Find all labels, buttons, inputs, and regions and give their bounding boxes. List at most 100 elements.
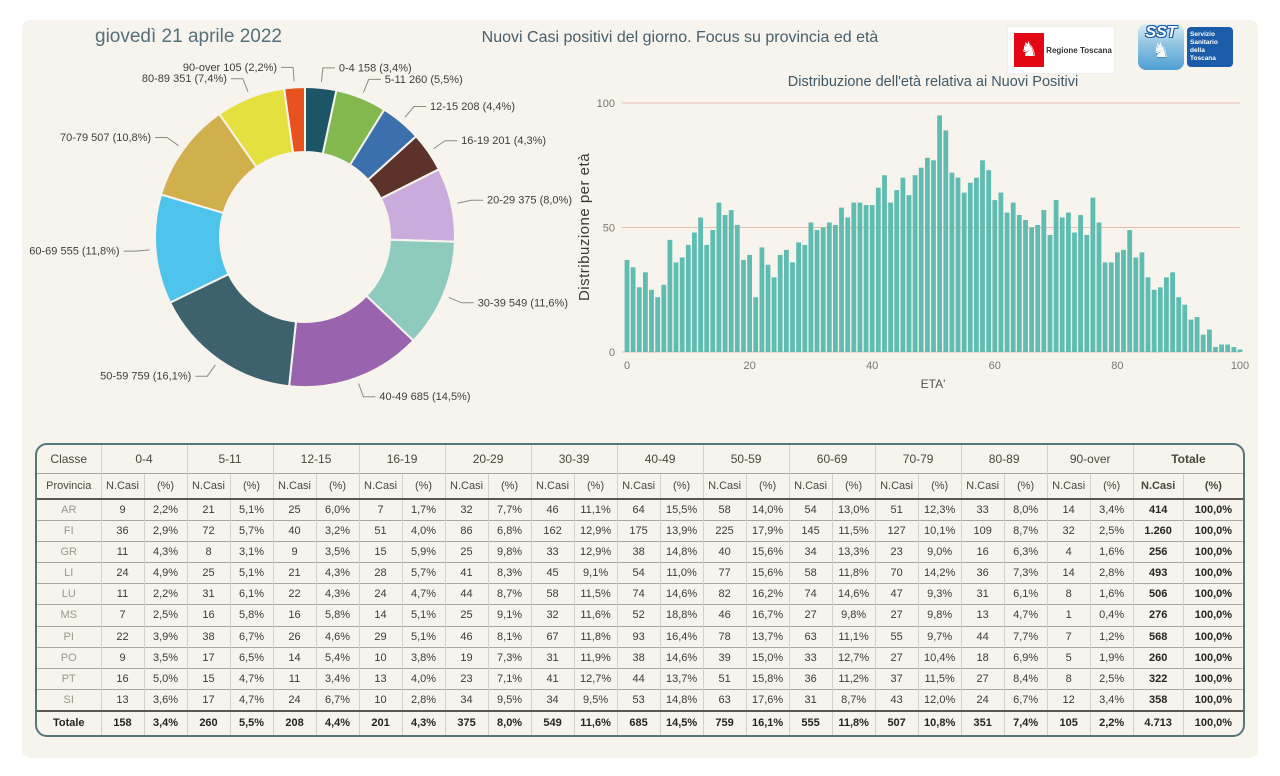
histogram-bar-age-97	[1219, 344, 1224, 352]
histogram-bar-age-38	[857, 202, 863, 352]
col-group-16-19: 16-19	[358, 445, 446, 473]
table-cell: 29	[358, 625, 403, 648]
table-cell: 12	[1046, 689, 1091, 711]
table-cell: 63	[702, 689, 747, 711]
table-cell: 15	[358, 540, 403, 563]
table-cell: 22	[272, 583, 317, 605]
table-cell: 54	[788, 498, 833, 521]
table-cell: 2,2%	[1089, 709, 1134, 735]
col-group-20-29: 20-29	[444, 445, 532, 473]
table-cell: 11,9%	[573, 646, 618, 669]
table-cell: 93	[616, 625, 661, 648]
col-group-90-over: 90-over	[1046, 445, 1134, 473]
table-header: Classe 0-4 5-11 12-15 16-19 20-29 30-39 40-49 50…	[37, 445, 1243, 500]
table-cell: 5,1%	[229, 562, 274, 584]
table-cell: 8,4%	[1003, 667, 1048, 690]
table-cell: 46	[444, 625, 489, 648]
donut-label-line	[448, 296, 474, 304]
donut-slice-label: 16-19 201 (4,3%)	[461, 135, 546, 147]
table-cell: 17,6%	[745, 689, 790, 711]
table-cell: 82	[702, 583, 747, 605]
table-cell: 53	[616, 689, 661, 711]
province-age-table-card: Classe 0-4 5-11 12-15 16-19 20-29 30-39 40-49 50…	[35, 443, 1245, 737]
donut-slice-label: 40-49 685 (14,5%)	[379, 391, 470, 403]
table-cell: 16,7%	[745, 604, 790, 627]
subheader-50-59: (%)	[745, 472, 790, 500]
table-cell: 15	[186, 667, 230, 690]
table-cell: 14,0%	[745, 498, 790, 521]
table-cell: 16	[186, 604, 230, 627]
subheader-60-69: N.Casi	[788, 472, 833, 500]
table-cell: 225	[702, 519, 747, 542]
table-cell: 14,2%	[917, 562, 962, 584]
table-cell: 9,8%	[487, 540, 532, 563]
sst-logo-mark: SST ♞	[1138, 24, 1184, 70]
subheader-0-4: (%)	[143, 472, 187, 500]
subheader-12-15: N.Casi	[272, 472, 317, 500]
subheader-40-49: N.Casi	[616, 472, 661, 500]
table-cell: 64	[616, 498, 661, 521]
table-cell: 208	[272, 709, 317, 735]
table-cell: 549	[530, 709, 575, 735]
histogram-bar-age-53	[949, 172, 955, 352]
histogram-bar-age-64	[1016, 215, 1022, 352]
histogram-bar-age-2	[636, 287, 642, 352]
histogram-bar-age-99	[1231, 347, 1237, 352]
table-cell: 14,6%	[659, 583, 704, 605]
histogram-bar-age-47	[912, 175, 918, 352]
table-cell: 23	[874, 540, 919, 563]
table-cell: 11,6%	[573, 604, 618, 627]
histogram-bar-age-91	[1182, 304, 1188, 352]
table-cell: 33	[788, 646, 833, 669]
table-cell: 3,1%	[229, 540, 274, 563]
table-cell: 18	[960, 646, 1005, 669]
histogram-bar-age-51	[937, 115, 942, 353]
pegasus-icon: ♞	[1152, 39, 1170, 62]
table-cell: 7	[100, 604, 144, 627]
table-cell: 100,0%	[1182, 625, 1243, 648]
donut-label-line	[230, 78, 249, 92]
table-cell: 5,8%	[229, 604, 274, 627]
histogram-bar-age-54	[955, 177, 961, 352]
histogram-bar-age-76	[1090, 197, 1096, 352]
table-cell: 18,8%	[659, 604, 704, 627]
subheader-5-11: N.Casi	[186, 472, 230, 500]
col-group-50-59: 50-59	[702, 445, 790, 473]
donut-slice-label: 70-79 507 (10,8%)	[60, 132, 151, 144]
table-cell: 27	[788, 604, 833, 627]
table-cell: 14	[358, 604, 403, 627]
table-cell: 11,2%	[831, 667, 876, 690]
table-cell: 7,4%	[1003, 709, 1048, 735]
row-label-FI: FI	[37, 519, 101, 542]
table-cell: 6,1%	[229, 583, 274, 605]
histogram-bar-age-1	[630, 267, 636, 352]
subheader-20-29: N.Casi	[444, 472, 489, 500]
table-cell: 16,2%	[745, 583, 790, 605]
donut-slice-label: 50-59 759 (16,1%)	[100, 371, 191, 383]
table-cell: 6,5%	[229, 646, 274, 669]
table-cell: 12,3%	[917, 498, 962, 521]
table-cell: 5,0%	[143, 667, 187, 690]
table-cell: 5,7%	[229, 519, 274, 542]
table-cell: 8	[1046, 667, 1091, 690]
table-cell: 8,3%	[487, 562, 532, 584]
table-cell: 36	[100, 519, 144, 542]
histogram-bar-age-9	[679, 257, 685, 352]
histogram-bar-age-65	[1023, 220, 1028, 352]
y-tick-label: 0	[609, 347, 615, 359]
header-row-classe: Classe 0-4 5-11 12-15 16-19 20-29 30-39 40-49 50…	[37, 445, 1243, 473]
table-cell: 3,9%	[143, 625, 187, 648]
histogram-bar-age-33	[826, 222, 832, 352]
table-cell: 5,7%	[401, 562, 446, 584]
table-cell: 8,0%	[487, 709, 532, 735]
histogram-bar-age-19	[741, 259, 746, 352]
table-cell: 11,8%	[831, 709, 876, 735]
histogram-bar-age-98	[1225, 344, 1231, 352]
table-row-totale: Totale 158 3,4% 260 5,5% 208 4,4% 201 4,3% 375 8,0…	[37, 709, 1243, 735]
table-cell: 3,6%	[143, 689, 187, 711]
table-cell: 15,0%	[745, 646, 790, 669]
x-tick-label: 20	[743, 360, 755, 372]
table-cell: 58	[788, 562, 833, 584]
table-cell: 1	[1046, 604, 1091, 627]
table-cell: 15,5%	[659, 498, 704, 521]
